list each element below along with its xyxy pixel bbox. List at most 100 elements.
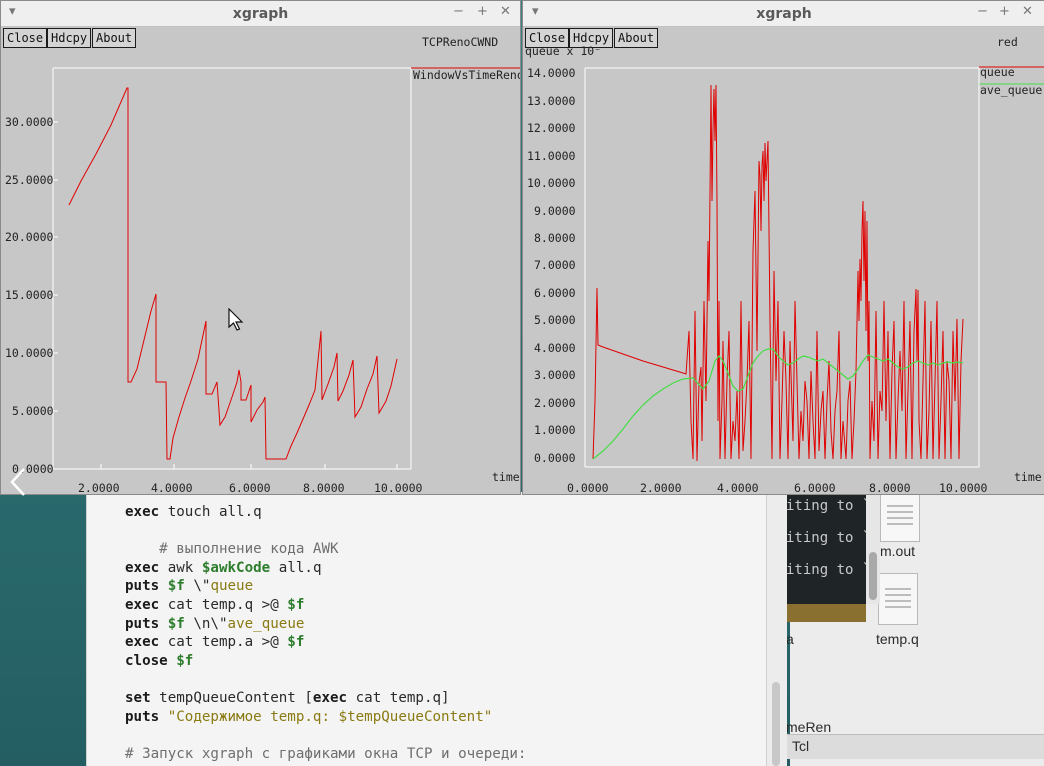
titlebar[interactable]: ▾ xgraph − + ✕ <box>523 1 1044 27</box>
code-line[interactable]: exec cat temp.a >@ $f <box>125 634 305 651</box>
x-axis-label: time <box>492 470 520 484</box>
titlebar[interactable]: ▾ xgraph − + ✕ <box>1 1 520 27</box>
x-tick-label: 10.0000 <box>374 481 423 494</box>
x-tick-label: 8.0000 <box>869 481 911 494</box>
tcp-plot: TCPRenoCWND 30.0000 25.0000 20.0000 15.0… <box>5 35 520 494</box>
y-tick-label: 30.0000 <box>5 115 54 129</box>
code-line[interactable]: puts $f \"queue <box>125 578 254 595</box>
about-button[interactable]: About <box>614 28 659 48</box>
editor-scroll-thumb[interactable] <box>772 682 780 766</box>
y-tick-label: 10.0000 <box>5 346 54 360</box>
code-line[interactable]: puts "Содержимое temp.q: $tempQueueConte… <box>125 708 493 725</box>
about-button[interactable]: About <box>92 28 137 48</box>
terminal-scroll-thumb[interactable] <box>869 552 877 600</box>
editor-scrollbar[interactable] <box>766 492 787 766</box>
queue-series <box>592 84 964 462</box>
terminal-line: iting to `f <box>786 498 866 514</box>
y-tick-label: 2.0000 <box>534 396 576 410</box>
taskbar-item-tcl[interactable]: Tcl <box>792 738 810 754</box>
y-tick-label: 13.0000 <box>527 94 576 108</box>
y-tick-label: 6.0000 <box>534 286 576 300</box>
legend-label: WindowVsTimeReno <box>413 68 520 82</box>
legend-label-queue: queue <box>980 65 1015 79</box>
file-icon[interactable] <box>878 573 918 625</box>
code-line[interactable]: # Запуск xgraph с графиками окна TCP и о… <box>125 745 527 762</box>
code-line[interactable]: puts $f \n\"ave_queue <box>125 615 305 632</box>
hdcpy-button[interactable]: Hdcpy <box>47 28 92 48</box>
file-label-tempq[interactable]: temp.q <box>876 631 919 647</box>
code-line[interactable] <box>125 726 526 745</box>
graph-title: TCPRenoCWND <box>422 35 498 49</box>
y-tick-label: 25.0000 <box>5 173 54 187</box>
y-tick-label: 9.0000 <box>534 204 576 218</box>
partial-file-label: a <box>786 631 794 647</box>
terminal-line: iting to `f <box>786 562 866 578</box>
y-tick-label: 4.0000 <box>534 341 576 355</box>
y-tick-label: 12.0000 <box>527 121 576 135</box>
close-button[interactable]: Close <box>525 28 570 48</box>
graph-title: red <box>997 35 1018 49</box>
y-tick-label: 14.0000 <box>527 66 576 80</box>
close-icon[interactable]: ✕ <box>500 4 511 19</box>
terminal-bottom-strip <box>786 604 866 622</box>
xgraph-window-red[interactable]: ▾ xgraph − + ✕ Close Hdcpy About red que… <box>522 0 1044 495</box>
maximize-icon[interactable]: + <box>477 4 488 19</box>
x-tick-label: 2.0000 <box>78 481 120 494</box>
cwnd-series <box>68 87 398 460</box>
y-tick-label: 20.0000 <box>5 230 54 244</box>
code-line[interactable]: exec cat temp.q >@ $f <box>125 596 305 613</box>
x-tick-label: 10.0000 <box>939 481 988 494</box>
y-tick-label: 15.0000 <box>5 288 54 302</box>
y-tick-label: 5.0000 <box>12 404 54 418</box>
back-chevron-icon[interactable] <box>6 466 32 498</box>
close-icon[interactable]: ✕ <box>1022 4 1033 19</box>
y-tick-label: 8.0000 <box>534 231 576 245</box>
x-tick-label: 4.0000 <box>151 481 193 494</box>
taskbar <box>786 734 1044 759</box>
window-title: xgraph <box>232 6 289 22</box>
x-tick-label: 6.0000 <box>794 481 836 494</box>
tick-marks <box>53 121 398 469</box>
minimize-icon[interactable]: − <box>977 4 988 19</box>
terminal-window[interactable]: iting to `f iting to `f iting to `f <box>786 490 866 604</box>
menu-chevron-icon[interactable]: ▾ <box>532 4 539 19</box>
code-content[interactable]: exec touch all.q # выполнение кода AWK ex… <box>125 503 526 763</box>
xgraph-window-tcp[interactable]: ▾ xgraph − + ✕ Close Hdcpy About TCPReno… <box>0 0 521 495</box>
y-tick-label: 11.0000 <box>527 149 576 163</box>
y-tick-label: 10.0000 <box>527 176 576 190</box>
minimize-icon[interactable]: − <box>453 4 464 19</box>
y-tick-label: 3.0000 <box>534 368 576 382</box>
y-tick-label: 0.0000 <box>534 451 576 465</box>
file-icon[interactable] <box>880 490 920 542</box>
terminal-line: iting to `f <box>786 530 866 546</box>
y-axis-label: queue x 10⁻ <box>525 44 601 58</box>
code-line[interactable]: set tempQueueContent [exec cat temp.q] <box>125 689 450 706</box>
code-line[interactable] <box>125 522 526 541</box>
file-label-mout[interactable]: m.out <box>880 543 916 559</box>
x-axis-label: time <box>1014 470 1042 484</box>
code-line[interactable]: exec awk $awkCode all.q <box>125 559 322 576</box>
x-tick-label: 2.0000 <box>640 481 682 494</box>
x-tick-label: 8.0000 <box>303 481 345 494</box>
code-line[interactable]: close $f <box>125 652 194 669</box>
maximize-icon[interactable]: + <box>999 4 1010 19</box>
partial-file-label: meRen <box>786 719 832 735</box>
y-tick-label: 5.0000 <box>534 313 576 327</box>
close-button[interactable]: Close <box>3 28 48 48</box>
code-line[interactable] <box>125 670 526 689</box>
code-line[interactable]: # выполнение кода AWK <box>125 541 339 558</box>
window-title: xgraph <box>756 6 812 22</box>
mouse-pointer-icon <box>228 308 244 331</box>
menu-chevron-icon[interactable]: ▾ <box>9 4 16 19</box>
legend-label-ave-queue: ave_queue <box>980 83 1042 97</box>
y-tick-label: 7.0000 <box>534 258 576 272</box>
code-line[interactable]: exec touch all.q <box>125 504 262 520</box>
x-tick-label: 6.0000 <box>229 481 271 494</box>
ave-queue-series <box>592 348 964 460</box>
code-editor[interactable]: exec touch all.q # выполнение кода AWK ex… <box>86 492 787 766</box>
hdcpy-button[interactable]: Hdcpy <box>569 28 614 48</box>
queue-plot: red queue x 10⁻ 14.0000 13.0000 12.0000 … <box>525 35 1044 494</box>
x-tick-label: 0.0000 <box>567 481 609 494</box>
y-tick-label: 1.0000 <box>534 423 576 437</box>
x-tick-label: 4.0000 <box>717 481 759 494</box>
